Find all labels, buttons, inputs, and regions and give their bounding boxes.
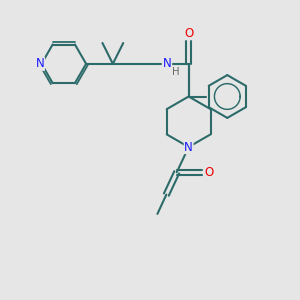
Text: H: H	[172, 67, 179, 77]
Text: N: N	[184, 140, 193, 154]
Text: N: N	[36, 57, 44, 70]
Text: N: N	[163, 57, 172, 70]
Text: O: O	[184, 27, 193, 40]
Text: O: O	[204, 166, 213, 179]
